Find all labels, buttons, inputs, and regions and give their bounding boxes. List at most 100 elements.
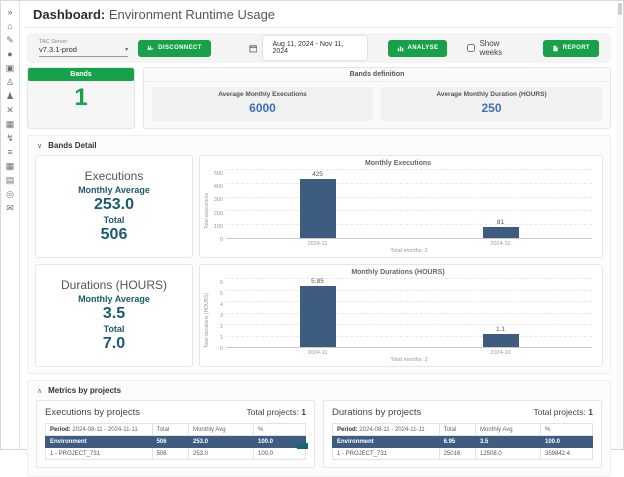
monthly-avg-header: Monthly Avg — [474, 423, 541, 436]
page-title-text: Environment Runtime Usage — [105, 7, 276, 22]
chart-title: Monthly Executions — [364, 160, 432, 167]
plot-area: 425 81 — [226, 169, 592, 239]
bar-value-label: 425 — [312, 171, 323, 179]
calendar-icon[interactable] — [249, 44, 258, 53]
tac-server-value: v7.3.1-prod — [39, 45, 77, 54]
y-tick-label: 2 — [219, 324, 223, 330]
bands-definition-panel: Bands definition Average Monthly Executi… — [143, 67, 611, 129]
table-row[interactable]: 1 - PROJECT_731 506 253.0 100.0 — [45, 447, 307, 460]
y-axis: 500 400 300 200 100 0 — [212, 169, 226, 254]
total-header: Total — [151, 423, 189, 436]
main-content: Dashboard: Environment Runtime Usage TAC… — [20, 1, 623, 477]
period-header: Period: 2024-08-11 - 2024-11-11 — [45, 423, 153, 436]
tac-server-label: TAC Server — [39, 39, 68, 45]
monthly-average-label: Monthly Average — [78, 294, 150, 304]
gridline — [226, 335, 592, 337]
total-value: 7.0 — [102, 335, 126, 352]
archive-icon[interactable]: ▣ — [5, 63, 15, 73]
gridline — [226, 196, 592, 198]
bar-value-label: 1.1 — [495, 326, 506, 334]
durations-card-title: Durations (HOURS) — [60, 278, 168, 292]
monitoring-icon[interactable]: ● — [7, 49, 13, 59]
show-weeks-label: Show weeks — [479, 39, 503, 57]
user-icon[interactable]: ♙ — [5, 77, 15, 87]
modules-icon[interactable]: ▦ — [5, 161, 15, 171]
global-icon[interactable]: ◎ — [6, 189, 14, 199]
scrollbar-thumb[interactable] — [617, 3, 622, 15]
bands-value: 1 — [74, 84, 88, 111]
library-icon[interactable]: ▦ — [5, 119, 15, 129]
monthly-avg-header: Monthly Avg — [187, 423, 254, 436]
reports-icon[interactable]: ▤ — [5, 175, 15, 185]
avg-monthly-executions-value: 6000 — [249, 101, 276, 115]
x-axis: 2024-11 2024-10 — [226, 239, 592, 247]
durations-table: Period: 2024-08-11 - 2024-11-11 Total Mo… — [332, 423, 594, 460]
avg-monthly-executions-card: Average Monthly Executions 6000 — [152, 87, 373, 121]
triggers-icon[interactable]: ↯ — [6, 133, 14, 143]
bar[interactable] — [299, 286, 336, 347]
gridline — [226, 301, 592, 302]
executions-table-title: Executions by projects — [45, 407, 141, 418]
gridline — [226, 182, 592, 184]
analyse-button[interactable]: ANALYSE — [387, 39, 448, 57]
y-tick-label: 4 — [219, 302, 223, 308]
y-tick-label: 200 — [213, 210, 223, 217]
bar[interactable] — [299, 179, 336, 238]
total-projects: Total projects: 1 — [246, 407, 306, 417]
caret-down-icon: ▾ — [125, 47, 129, 53]
bands-detail-title: Bands Detail — [48, 141, 97, 150]
percent-header: % — [252, 423, 307, 436]
collapse-icon[interactable]: » — [7, 7, 13, 17]
gridline — [226, 289, 592, 291]
plug-icon — [147, 45, 154, 50]
avg-monthly-duration-label: Average Monthly Duration (HOURS) — [436, 91, 547, 98]
bands-header: Bands — [28, 68, 134, 81]
users-icon[interactable]: ♟ — [5, 91, 15, 101]
scroll-indicator — [297, 443, 308, 449]
bar[interactable] — [482, 226, 519, 238]
sequence-icon[interactable]: ≡ — [7, 147, 13, 157]
total-label: Total — [103, 324, 125, 334]
x-tick-label: 2024-11 — [307, 241, 328, 247]
tac-server-select[interactable]: TAC Server v7.3.1-prod ▾ — [39, 39, 129, 57]
tasks-icon[interactable]: ✎ — [6, 35, 14, 45]
bands-definition-title: Bands definition — [144, 68, 610, 82]
bands-detail-section-header[interactable]: ∨ Bands Detail — [28, 136, 610, 155]
y-axis: 6 5 4 3 2 1 0 — [212, 278, 226, 363]
show-weeks-checkbox[interactable] — [467, 44, 476, 52]
toolbar: TAC Server v7.3.1-prod ▾ DISCONNECT Aug … — [27, 33, 611, 63]
table-row[interactable]: 1 - PROJECT_731 25016 12508.0 359842.4 — [332, 447, 594, 460]
home-icon[interactable]: ⌂ — [7, 21, 13, 31]
tools-icon[interactable]: ✕ — [6, 105, 14, 115]
vertical-scrollbar[interactable] — [617, 2, 622, 448]
metrics-section-header[interactable]: ∧ Metrics by projects — [28, 381, 610, 400]
bar-column: 5.85 — [226, 278, 409, 347]
environment-row[interactable]: Environment 6.95 3.5 100.0 — [332, 435, 594, 448]
disconnect-button[interactable]: DISCONNECT — [138, 39, 211, 57]
total-label: Total — [103, 215, 125, 225]
plot-area: 5.85 1.1 — [226, 278, 592, 348]
environment-row[interactable]: Environment 506 253.0 100.0 — [45, 435, 307, 448]
durations-table-title: Durations by projects — [332, 407, 422, 418]
date-range-input[interactable]: Aug 11, 2024 - Nov 11, 2024 — [262, 35, 368, 61]
bar-chart-icon — [397, 45, 403, 51]
monthly-average-label: Monthly Average — [78, 185, 150, 195]
bar-column: 81 — [409, 169, 592, 238]
period-header: Period: 2024-08-11 - 2024-11-11 — [332, 423, 440, 436]
chat-icon[interactable]: ✉ — [6, 203, 14, 213]
y-tick-label: 0 — [219, 346, 223, 352]
bar-value-label: 5.85 — [311, 278, 324, 285]
bar-value-label: 81 — [496, 218, 505, 226]
x-tick-label: 2024-10 — [490, 241, 511, 247]
y-tick-label: 5 — [219, 291, 223, 297]
y-tick-label: 100 — [213, 223, 223, 230]
bar[interactable] — [482, 334, 519, 347]
x-axis: 2024-11 2024-10 — [226, 348, 592, 356]
executions-by-projects-card: Executions by projects Total projects: 1… — [36, 400, 315, 468]
report-button[interactable]: REPORT — [542, 39, 599, 57]
page-title-prefix: Dashboard: — [33, 7, 106, 22]
gridline — [226, 224, 592, 226]
executions-stat-card: Executions Monthly Average 253.0 Total 5… — [35, 155, 193, 258]
y-tick-label: 6 — [219, 280, 223, 286]
metrics-section: ∧ Metrics by projects Executions by proj… — [27, 380, 611, 477]
